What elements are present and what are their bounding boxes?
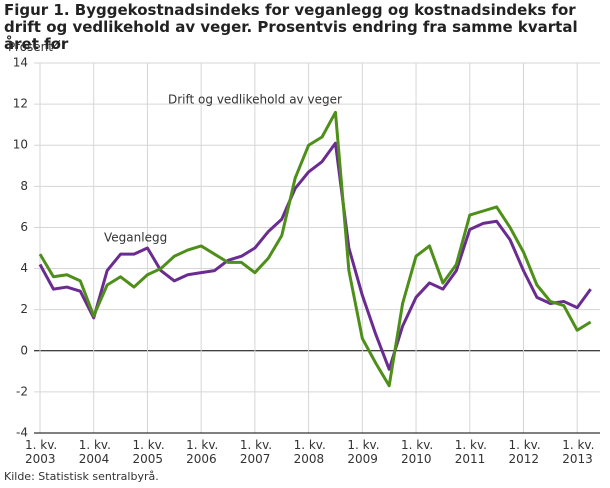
x-tick-label: 1. kv. 2005 bbox=[132, 438, 165, 466]
series-line bbox=[38, 141, 592, 371]
y-tick-label: -4 bbox=[16, 426, 28, 440]
y-tick-label: 10 bbox=[13, 138, 28, 152]
y-tick-label: 0 bbox=[20, 343, 28, 357]
x-tick-label: 1. kv. 2004 bbox=[78, 438, 111, 466]
y-tick-label: 4 bbox=[20, 261, 28, 275]
x-tick-label: 1. kv. 2006 bbox=[186, 438, 219, 466]
x-tick-label: 1. kv. 2011 bbox=[454, 438, 487, 466]
chart-title: Figur 1. Byggekostnadsindeks for veganle… bbox=[4, 1, 578, 53]
x-tick-label: 1. kv. 2010 bbox=[401, 438, 434, 466]
y-tick-label: 2 bbox=[20, 302, 28, 316]
y-tick-label: 8 bbox=[20, 179, 28, 193]
x-tick-label: 1. kv. 2007 bbox=[239, 438, 273, 466]
x-tick-label: 1. kv. 2003 bbox=[25, 438, 58, 466]
y-tick-label: -2 bbox=[16, 384, 28, 398]
source: Kilde: Statistisk sentralbyrå. bbox=[4, 470, 159, 483]
x-tick-label: 1. kv. 2012 bbox=[508, 438, 541, 466]
x-tick-label: 1. kv. 2009 bbox=[347, 438, 380, 466]
x-tick-label: 1. kv. 2013 bbox=[562, 438, 595, 466]
series-label: Veganlegg bbox=[104, 231, 167, 245]
x-tick-label: 1. kv. 2008 bbox=[293, 438, 326, 466]
series-line bbox=[38, 110, 592, 388]
y-axis-label: Prosent bbox=[8, 40, 53, 54]
y-tick-label: 6 bbox=[20, 220, 28, 234]
series-label: Drift og vedlikehold av veger bbox=[168, 93, 342, 107]
y-tick-label: 14 bbox=[13, 56, 28, 70]
y-tick-label: 12 bbox=[13, 97, 28, 111]
